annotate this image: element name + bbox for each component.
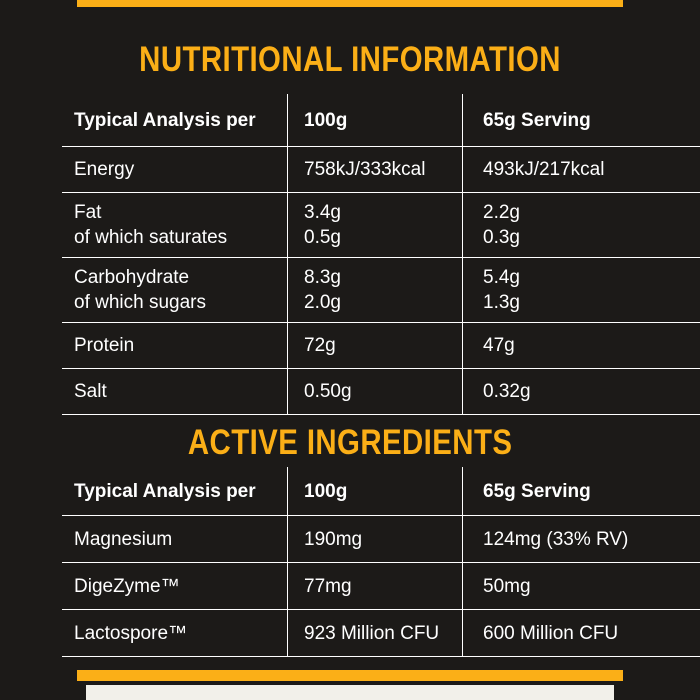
value-cell: 77mg bbox=[287, 563, 462, 609]
table-row: Protein 72g 47g bbox=[62, 323, 700, 369]
cell-line: Lactospore™ bbox=[74, 622, 188, 644]
value-cell: 47g bbox=[462, 323, 700, 368]
header-cell: 100g bbox=[287, 467, 462, 515]
table-row: DigeZyme™ 77mg 50mg bbox=[62, 563, 700, 610]
section-title-active-ingredients-text: ACTIVE INGREDIENTS bbox=[187, 423, 513, 462]
cell-line: of which sugars bbox=[74, 292, 207, 313]
header-cell: Typical Analysis per bbox=[74, 109, 256, 131]
section-title-active-ingredients: ACTIVE INGREDIENTS bbox=[0, 425, 700, 461]
cell-line: 493kJ/217kcal bbox=[483, 159, 605, 180]
cell-line: 5.4g bbox=[483, 267, 520, 288]
cell-line: Protein bbox=[74, 335, 135, 356]
cell-line: 923 Million CFU bbox=[304, 622, 440, 644]
cell-line: 3.4g bbox=[304, 202, 341, 223]
cell-line: Carbohydrate bbox=[74, 267, 190, 288]
value-cell: 758kJ/333kcal bbox=[287, 147, 462, 192]
table-row: Carbohydrate of which sugars 8.3g 2.0g 5.4g 1… bbox=[62, 258, 700, 323]
value-cell: 2.2g 0.3g bbox=[462, 193, 700, 257]
row-label-cell: Carbohydrate of which sugars bbox=[62, 258, 287, 322]
cell-line: 50mg bbox=[483, 575, 531, 597]
header-cell: 65g Serving bbox=[462, 467, 700, 515]
header-cell: 100g bbox=[287, 94, 462, 146]
bottom-accent-bar bbox=[77, 670, 623, 681]
value-cell: 124mg (33% RV) bbox=[462, 516, 700, 562]
active-ingredients-table: Typical Analysis per 100g 65g Serving Magne… bbox=[62, 467, 700, 657]
row-label-cell: Energy bbox=[62, 147, 287, 192]
cell-line: 47g bbox=[483, 335, 515, 356]
cell-line: 0.50g bbox=[304, 381, 352, 402]
cell-line: 190mg bbox=[304, 528, 363, 550]
cell-line: 77mg bbox=[304, 575, 352, 597]
value-cell: 3.4g 0.5g bbox=[287, 193, 462, 257]
cell-line: of which saturates bbox=[74, 227, 228, 248]
bottom-white-bar bbox=[86, 685, 614, 700]
value-cell: 72g bbox=[287, 323, 462, 368]
value-cell: 8.3g 2.0g bbox=[287, 258, 462, 322]
value-cell: 0.32g bbox=[462, 369, 700, 414]
table-header-row: Typical Analysis per 100g 65g Serving bbox=[62, 94, 700, 147]
value-cell: 923 Million CFU bbox=[287, 610, 462, 656]
table-header-row: Typical Analysis per 100g 65g Serving bbox=[62, 467, 700, 516]
value-cell: 600 Million CFU bbox=[462, 610, 700, 656]
value-cell: 50mg bbox=[462, 563, 700, 609]
row-label-cell: DigeZyme™ bbox=[62, 563, 287, 609]
cell-line: 2.0g bbox=[304, 292, 341, 313]
cell-line: 2.2g bbox=[483, 202, 520, 223]
value-cell: 493kJ/217kcal bbox=[462, 147, 700, 192]
section-title-nutritional: NUTRITIONAL INFORMATION bbox=[0, 0, 700, 78]
cell-line: Magnesium bbox=[74, 528, 173, 550]
table-row: Magnesium 190mg 124mg (33% RV) bbox=[62, 516, 700, 563]
cell-line: Energy bbox=[74, 159, 135, 180]
value-cell: 5.4g 1.3g bbox=[462, 258, 700, 322]
value-cell: 0.50g bbox=[287, 369, 462, 414]
row-label-cell: Protein bbox=[62, 323, 287, 368]
cell-line: Salt bbox=[74, 381, 107, 402]
cell-line: 0.3g bbox=[483, 227, 520, 248]
row-label-cell: Magnesium bbox=[62, 516, 287, 562]
cell-line: 0.32g bbox=[483, 381, 531, 402]
cell-line: Fat bbox=[74, 202, 102, 223]
value-cell: 190mg bbox=[287, 516, 462, 562]
header-cell: Typical Analysis per bbox=[74, 480, 256, 502]
table-row: Fat of which saturates 3.4g 0.5g 2.2g 0.3g bbox=[62, 193, 700, 258]
cell-line: 8.3g bbox=[304, 267, 341, 288]
row-label-cell: Fat of which saturates bbox=[62, 193, 287, 257]
cell-line: 600 Million CFU bbox=[483, 622, 619, 644]
row-label-cell: Salt bbox=[62, 369, 287, 414]
cell-line: 758kJ/333kcal bbox=[304, 159, 426, 180]
header-cell: 65g Serving bbox=[462, 94, 700, 146]
cell-line: 1.3g bbox=[483, 292, 520, 313]
cell-line: 124mg (33% RV) bbox=[483, 528, 629, 550]
table-row: Lactospore™ 923 Million CFU 600 Million CF… bbox=[62, 610, 700, 657]
cell-line: 72g bbox=[304, 335, 336, 356]
cell-line: DigeZyme™ bbox=[74, 575, 180, 597]
cell-line: 0.5g bbox=[304, 227, 341, 248]
section-title-nutritional-text: NUTRITIONAL INFORMATION bbox=[139, 40, 561, 79]
table-row: Salt 0.50g 0.32g bbox=[62, 369, 700, 415]
row-label-cell: Lactospore™ bbox=[62, 610, 287, 656]
top-accent-bar bbox=[77, 0, 623, 7]
table-row: Energy 758kJ/333kcal 493kJ/217kcal bbox=[62, 147, 700, 193]
nutritional-information-table: Typical Analysis per 100g 65g Serving Energ… bbox=[62, 94, 700, 415]
